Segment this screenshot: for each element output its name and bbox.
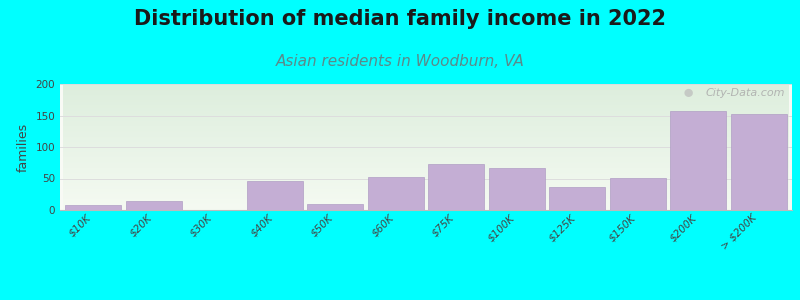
Bar [247, 181, 302, 210]
Bar [731, 114, 786, 210]
Bar [307, 204, 363, 210]
Bar [126, 200, 182, 210]
Y-axis label: families: families [17, 122, 30, 172]
Text: Asian residents in Woodburn, VA: Asian residents in Woodburn, VA [276, 54, 524, 69]
Bar [550, 187, 605, 210]
Bar [489, 168, 545, 210]
Bar [66, 205, 121, 210]
Bar [670, 111, 726, 210]
Text: City-Data.com: City-Data.com [705, 88, 785, 98]
Bar [368, 177, 423, 210]
Text: Distribution of median family income in 2022: Distribution of median family income in … [134, 9, 666, 29]
Text: ⬤: ⬤ [684, 88, 693, 97]
Bar [610, 178, 666, 210]
Bar [429, 164, 484, 210]
